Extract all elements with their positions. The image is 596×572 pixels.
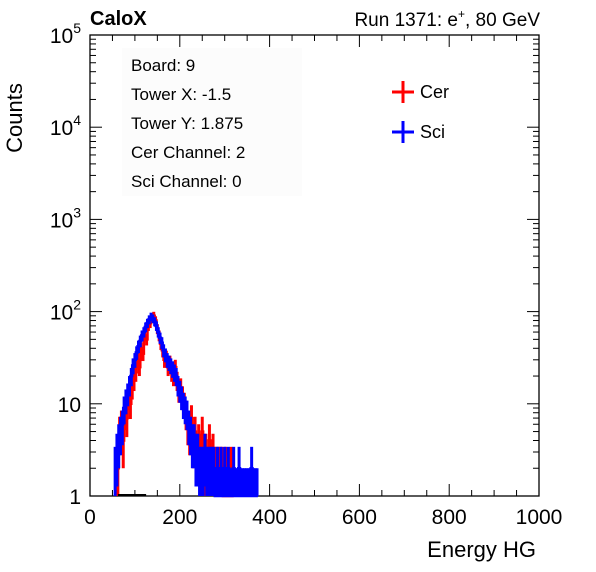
legend-label: Sci [420, 122, 445, 142]
y-tick-exponent: 5 [73, 20, 81, 36]
legend: Cer Sci [392, 81, 449, 143]
y-tick-label: 102 [50, 297, 81, 325]
x-tick-label: 800 [432, 506, 467, 529]
legend-entry-sci: Sci [392, 121, 445, 143]
x-tick-label: 600 [342, 506, 377, 529]
legend-entry-cer: Cer [392, 81, 449, 103]
y-tick-base: 10 [50, 209, 73, 232]
x-tick-label: 0 [84, 506, 96, 529]
x-axis-title: Energy HG [427, 537, 536, 562]
y-tick-label: 10 [58, 394, 81, 417]
y-tick-label: 104 [50, 112, 81, 140]
series-sci [113, 312, 259, 498]
run-title-suffix: , 80 GeV [465, 10, 540, 31]
legend-label: Cer [420, 82, 449, 102]
chart-run-title: Run 1371: e+, 80 GeV [354, 7, 540, 31]
y-tick-base: 10 [50, 302, 73, 325]
info-line: Board: 9 [131, 56, 195, 75]
chart-brand-title: CaloX [90, 8, 147, 30]
x-tick-labels: 0 200 400 600 800 1000 [84, 506, 562, 529]
x-tick-label: 1000 [516, 506, 563, 529]
info-line: Tower X: -1.5 [131, 85, 231, 104]
y-axis-title: Counts [2, 83, 27, 153]
y-tick-base: 10 [50, 25, 73, 48]
run-title-prefix: Run 1371: e [354, 10, 458, 31]
info-line: Cer Channel: 2 [131, 143, 245, 162]
y-tick-label: 103 [50, 204, 81, 232]
run-title-superscript: + [458, 7, 465, 21]
info-line: Sci Channel: 0 [131, 172, 242, 191]
y-tick-label: 105 [50, 20, 81, 48]
info-box: Board: 9 Tower X: -1.5 Tower Y: 1.875 Cer C… [122, 48, 302, 196]
y-tick-exponent: 3 [73, 204, 81, 220]
y-tick-base: 10 [50, 117, 73, 140]
axis-ticks [89, 35, 540, 497]
x-tick-label: 200 [162, 506, 197, 529]
series-layer [113, 311, 259, 498]
y-tick-exponent: 2 [73, 297, 81, 313]
info-box-bg [122, 48, 302, 196]
info-line: Tower Y: 1.875 [131, 114, 243, 133]
x-tick-label: 400 [252, 506, 287, 529]
y-tick-label: 1 [69, 486, 81, 509]
y-tick-exponent: 4 [73, 112, 81, 128]
series-line [114, 315, 258, 498]
